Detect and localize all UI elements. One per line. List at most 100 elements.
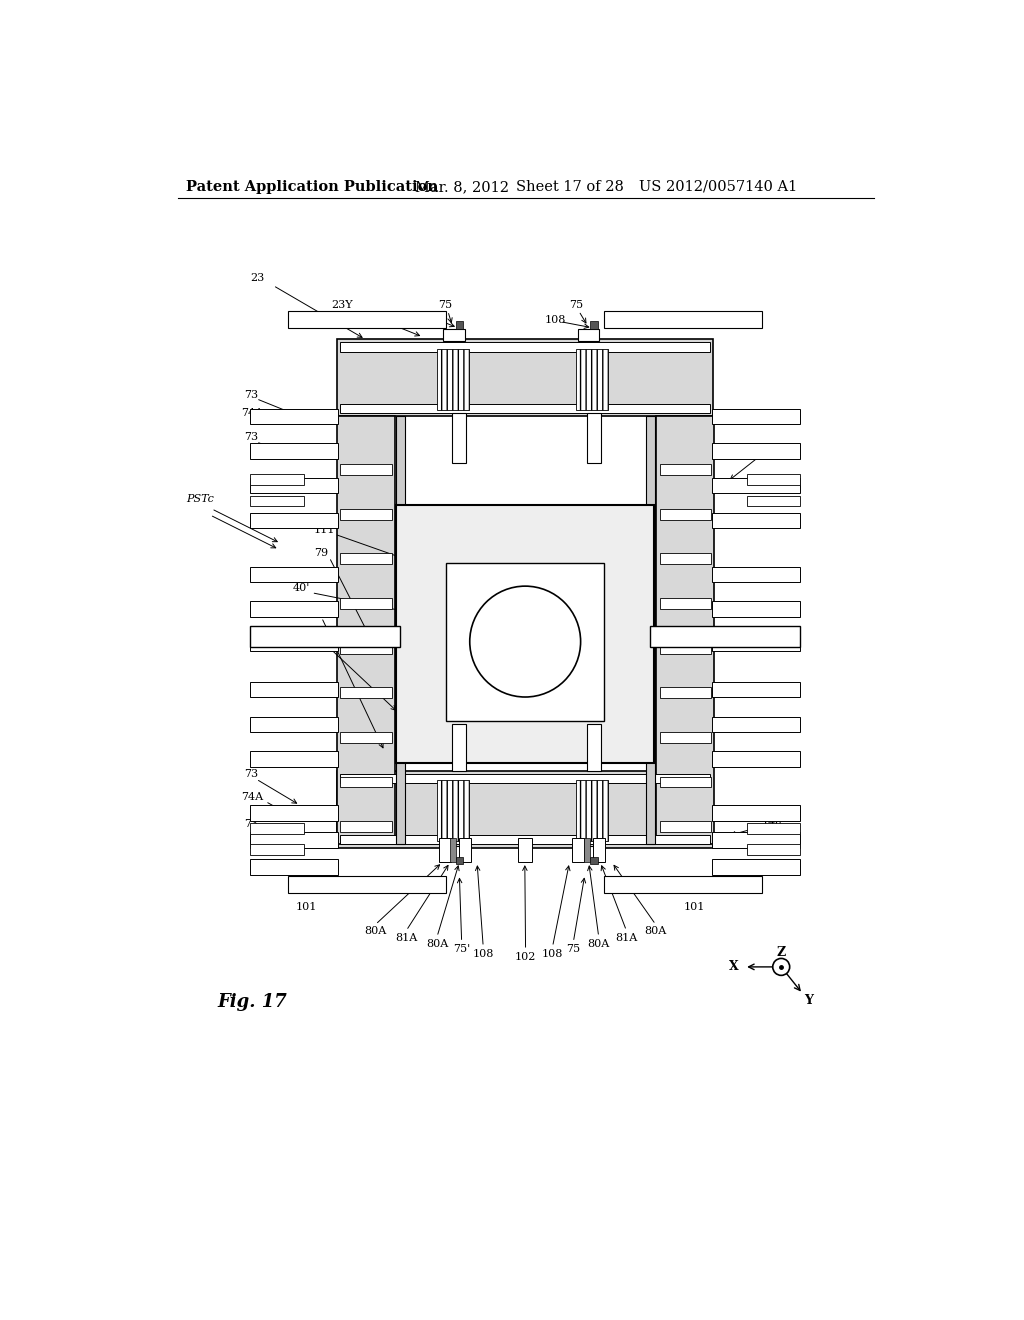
Text: Z: Z <box>776 945 785 958</box>
Text: 108: 108 <box>542 949 563 958</box>
Bar <box>712 444 801 459</box>
Bar <box>712 636 801 651</box>
Bar <box>456 321 463 329</box>
Bar <box>289 876 446 892</box>
Bar <box>712 717 801 733</box>
Circle shape <box>773 958 790 975</box>
Bar <box>446 562 604 721</box>
Bar <box>712 478 801 494</box>
Bar <box>746 474 801 484</box>
Text: Y: Y <box>805 994 813 1007</box>
Text: 81A: 81A <box>395 933 418 942</box>
Text: 80A: 80A <box>426 939 449 949</box>
Bar <box>659 776 711 788</box>
Bar <box>337 771 713 847</box>
Text: 23: 23 <box>250 273 264 282</box>
Bar <box>250 682 339 697</box>
Text: 73: 73 <box>245 820 259 829</box>
Bar <box>518 838 531 862</box>
Bar <box>250 717 339 733</box>
Bar <box>659 821 711 832</box>
Bar <box>250 859 339 875</box>
Text: 108: 108 <box>472 949 494 958</box>
Bar <box>659 733 711 743</box>
Text: 40': 40' <box>292 583 309 593</box>
Bar <box>571 838 584 862</box>
Bar <box>437 348 469 411</box>
Bar <box>712 682 801 697</box>
Bar <box>659 465 711 475</box>
Bar <box>250 566 339 582</box>
Bar <box>578 329 599 341</box>
Bar <box>340 836 710 845</box>
Bar <box>396 416 406 843</box>
Bar <box>250 626 400 647</box>
Bar <box>250 601 339 616</box>
Bar <box>587 725 601 771</box>
Text: 79: 79 <box>313 548 328 557</box>
Bar <box>587 413 601 462</box>
Bar <box>604 876 762 892</box>
Bar <box>656 416 714 843</box>
Bar <box>340 776 391 788</box>
Bar <box>659 598 711 609</box>
Bar <box>340 643 391 653</box>
Text: Fig. 17: Fig. 17 <box>217 993 288 1011</box>
Text: 80A: 80A <box>644 927 667 936</box>
Bar <box>578 846 599 858</box>
Bar <box>337 416 394 843</box>
Bar <box>712 601 801 616</box>
Bar <box>250 822 304 834</box>
Text: 74A: 74A <box>241 792 263 803</box>
Text: 108: 108 <box>423 315 444 325</box>
Bar <box>604 312 762 327</box>
Bar <box>575 780 608 841</box>
Bar <box>250 751 339 767</box>
Bar <box>250 805 339 821</box>
Bar <box>250 409 339 424</box>
Text: X: X <box>729 961 738 973</box>
Text: US 2012/0057140 A1: US 2012/0057140 A1 <box>639 180 797 194</box>
Text: 75: 75 <box>566 944 581 954</box>
Text: 23X: 23X <box>294 607 316 618</box>
Bar <box>712 751 801 767</box>
Bar <box>250 496 304 507</box>
Bar <box>746 822 801 834</box>
Bar <box>340 342 710 351</box>
Bar <box>712 409 801 424</box>
Text: Patent Application Publication: Patent Application Publication <box>186 180 438 194</box>
Text: 73: 73 <box>245 432 259 442</box>
Bar <box>250 478 339 494</box>
Bar <box>437 780 469 841</box>
Bar <box>453 413 466 462</box>
Text: 73: 73 <box>245 770 259 779</box>
Bar <box>340 733 391 743</box>
Bar <box>659 688 711 698</box>
Bar <box>250 474 304 484</box>
Bar <box>340 774 710 783</box>
Bar <box>712 805 801 821</box>
Bar <box>712 859 801 875</box>
Bar <box>456 857 463 865</box>
Bar <box>451 838 457 862</box>
Bar <box>593 838 605 862</box>
Bar <box>250 444 339 459</box>
Text: 80A: 80A <box>365 927 386 936</box>
Text: 75': 75' <box>453 944 470 954</box>
Bar <box>443 846 465 858</box>
Bar <box>337 339 713 416</box>
Text: 101: 101 <box>683 902 705 912</box>
Bar <box>712 566 801 582</box>
Text: 81A: 81A <box>615 933 638 942</box>
Text: 14a: 14a <box>762 446 782 455</box>
Bar <box>340 404 710 413</box>
Bar <box>340 508 391 520</box>
Text: 75: 75 <box>438 300 453 310</box>
Bar <box>443 329 465 341</box>
Bar <box>438 838 451 862</box>
Text: Sheet 17 of 28: Sheet 17 of 28 <box>515 180 624 194</box>
Bar <box>746 845 801 855</box>
Text: 74A: 74A <box>241 408 263 417</box>
Text: 73: 73 <box>245 389 259 400</box>
Bar <box>590 321 598 329</box>
